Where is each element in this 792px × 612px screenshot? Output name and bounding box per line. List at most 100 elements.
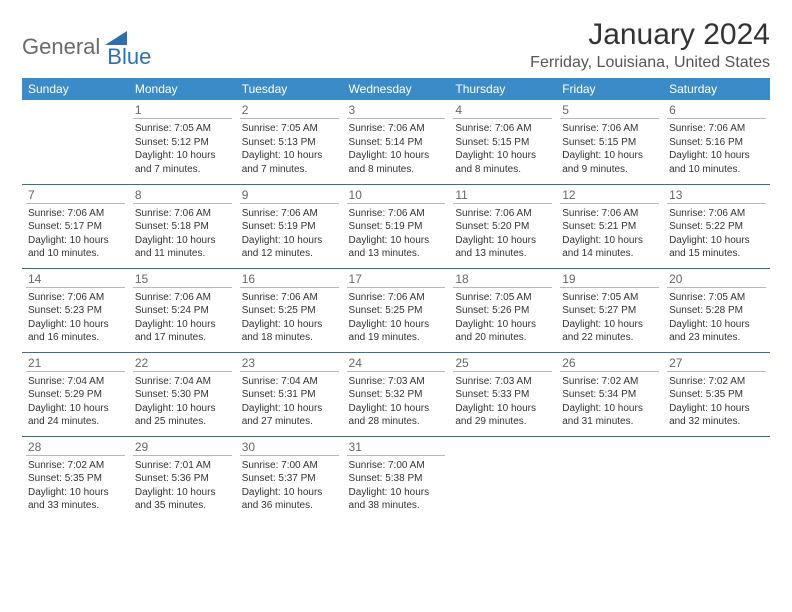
- day-info: Sunrise: 7:03 AMSunset: 5:33 PMDaylight:…: [453, 375, 552, 429]
- day-info: Sunrise: 7:06 AMSunset: 5:15 PMDaylight:…: [453, 122, 552, 176]
- day-number: 15: [133, 271, 232, 288]
- calendar-day-cell: 2 Sunrise: 7:05 AMSunset: 5:13 PMDaylight…: [236, 100, 343, 184]
- day-info: Sunrise: 7:06 AMSunset: 5:22 PMDaylight:…: [667, 207, 766, 261]
- weekday-header: Wednesday: [343, 78, 450, 100]
- day-number: 25: [453, 355, 552, 372]
- calendar-day-cell: 6 Sunrise: 7:06 AMSunset: 5:16 PMDaylight…: [663, 100, 770, 184]
- calendar-empty-cell: [449, 436, 556, 520]
- weekday-header: Saturday: [663, 78, 770, 100]
- day-info: Sunrise: 7:02 AMSunset: 5:34 PMDaylight:…: [560, 375, 659, 429]
- day-number: 6: [667, 102, 766, 119]
- day-number: 9: [240, 187, 339, 204]
- day-info: Sunrise: 7:06 AMSunset: 5:20 PMDaylight:…: [453, 207, 552, 261]
- weekday-header: Friday: [556, 78, 663, 100]
- day-number: 10: [347, 187, 446, 204]
- day-number: 16: [240, 271, 339, 288]
- day-number: 11: [453, 187, 552, 204]
- calendar-day-cell: 28Sunrise: 7:02 AMSunset: 5:35 PMDayligh…: [22, 436, 129, 520]
- logo: General Blue: [22, 18, 151, 70]
- day-number: 2: [240, 102, 339, 119]
- weekday-header: Tuesday: [236, 78, 343, 100]
- day-number: 14: [26, 271, 125, 288]
- day-info: Sunrise: 7:05 AMSunset: 5:13 PMDaylight:…: [240, 122, 339, 176]
- logo-text-blue: Blue: [107, 44, 151, 70]
- day-number: 22: [133, 355, 232, 372]
- location-text: Ferriday, Louisiana, United States: [530, 54, 770, 72]
- day-number: 24: [347, 355, 446, 372]
- day-info: Sunrise: 7:05 AMSunset: 5:26 PMDaylight:…: [453, 291, 552, 345]
- calendar-day-cell: 12Sunrise: 7:06 AMSunset: 5:21 PMDayligh…: [556, 184, 663, 268]
- calendar-day-cell: 25 Sunrise: 7:03 AMSunset: 5:33 PMDayligh…: [449, 352, 556, 436]
- weekday-header: Sunday: [22, 78, 129, 100]
- calendar-body: 1 Sunrise: 7:05 AMSunset: 5:12 PMDaylight…: [22, 100, 770, 520]
- calendar-day-cell: 9Sunrise: 7:06 AMSunset: 5:19 PMDaylight…: [236, 184, 343, 268]
- day-number: 27: [667, 355, 766, 372]
- calendar-day-cell: 23 Sunrise: 7:04 AMSunset: 5:31 PMDayligh…: [236, 352, 343, 436]
- day-info: Sunrise: 7:05 AMSunset: 5:12 PMDaylight:…: [133, 122, 232, 176]
- title-block: January 2024 Ferriday, Louisiana, United…: [530, 18, 770, 72]
- day-number: 21: [26, 355, 125, 372]
- day-info: Sunrise: 7:02 AMSunset: 5:35 PMDaylight:…: [667, 375, 766, 429]
- day-info: Sunrise: 7:06 AMSunset: 5:18 PMDaylight:…: [133, 207, 232, 261]
- calendar-day-cell: 3 Sunrise: 7:06 AMSunset: 5:14 PMDaylight…: [343, 100, 450, 184]
- calendar-day-cell: 24 Sunrise: 7:03 AMSunset: 5:32 PMDayligh…: [343, 352, 450, 436]
- calendar-week-row: 14 Sunrise: 7:06 AMSunset: 5:23 PMDayligh…: [22, 268, 770, 352]
- day-number: 12: [560, 187, 659, 204]
- calendar-page: General Blue January 2024 Ferriday, Loui…: [0, 0, 792, 520]
- day-info: Sunrise: 7:05 AMSunset: 5:28 PMDaylight:…: [667, 291, 766, 345]
- day-info: Sunrise: 7:06 AMSunset: 5:14 PMDaylight:…: [347, 122, 446, 176]
- day-info: Sunrise: 7:06 AMSunset: 5:17 PMDaylight:…: [26, 207, 125, 261]
- calendar-day-cell: 15 Sunrise: 7:06 AMSunset: 5:24 PMDayligh…: [129, 268, 236, 352]
- calendar-week-row: 1 Sunrise: 7:05 AMSunset: 5:12 PMDaylight…: [22, 100, 770, 184]
- day-number: 4: [453, 102, 552, 119]
- calendar-day-cell: 4 Sunrise: 7:06 AMSunset: 5:15 PMDaylight…: [449, 100, 556, 184]
- calendar-day-cell: 10Sunrise: 7:06 AMSunset: 5:19 PMDayligh…: [343, 184, 450, 268]
- weekday-header-row: SundayMondayTuesdayWednesdayThursdayFrid…: [22, 78, 770, 100]
- day-number: 20: [667, 271, 766, 288]
- day-number: 18: [453, 271, 552, 288]
- day-number: 26: [560, 355, 659, 372]
- header: General Blue January 2024 Ferriday, Loui…: [22, 18, 770, 72]
- calendar-day-cell: 27 Sunrise: 7:02 AMSunset: 5:35 PMDayligh…: [663, 352, 770, 436]
- day-info: Sunrise: 7:01 AMSunset: 5:36 PMDaylight:…: [133, 459, 232, 513]
- day-info: Sunrise: 7:06 AMSunset: 5:23 PMDaylight:…: [26, 291, 125, 345]
- calendar-day-cell: 13 Sunrise: 7:06 AMSunset: 5:22 PMDayligh…: [663, 184, 770, 268]
- calendar-day-cell: 22 Sunrise: 7:04 AMSunset: 5:30 PMDayligh…: [129, 352, 236, 436]
- calendar-day-cell: 30 Sunrise: 7:00 AMSunset: 5:37 PMDayligh…: [236, 436, 343, 520]
- calendar-day-cell: 29 Sunrise: 7:01 AMSunset: 5:36 PMDayligh…: [129, 436, 236, 520]
- day-number: 8: [133, 187, 232, 204]
- day-info: Sunrise: 7:02 AMSunset: 5:35 PMDaylight:…: [26, 459, 125, 513]
- day-info: Sunrise: 7:00 AMSunset: 5:37 PMDaylight:…: [240, 459, 339, 513]
- day-number: 1: [133, 102, 232, 119]
- logo-text-general: General: [22, 34, 100, 60]
- day-number: 23: [240, 355, 339, 372]
- day-number: 7: [26, 187, 125, 204]
- day-number: 30: [240, 439, 339, 456]
- calendar-empty-cell: [22, 100, 129, 184]
- day-info: Sunrise: 7:04 AMSunset: 5:31 PMDaylight:…: [240, 375, 339, 429]
- calendar-day-cell: 8 Sunrise: 7:06 AMSunset: 5:18 PMDaylight…: [129, 184, 236, 268]
- day-number: 31: [347, 439, 446, 456]
- day-info: Sunrise: 7:06 AMSunset: 5:24 PMDaylight:…: [133, 291, 232, 345]
- calendar-table: SundayMondayTuesdayWednesdayThursdayFrid…: [22, 78, 770, 520]
- day-info: Sunrise: 7:04 AMSunset: 5:29 PMDaylight:…: [26, 375, 125, 429]
- day-number: 3: [347, 102, 446, 119]
- day-number: 29: [133, 439, 232, 456]
- day-info: Sunrise: 7:04 AMSunset: 5:30 PMDaylight:…: [133, 375, 232, 429]
- page-title: January 2024: [530, 18, 770, 52]
- calendar-day-cell: 17Sunrise: 7:06 AMSunset: 5:25 PMDayligh…: [343, 268, 450, 352]
- weekday-header: Monday: [129, 78, 236, 100]
- calendar-day-cell: 14 Sunrise: 7:06 AMSunset: 5:23 PMDayligh…: [22, 268, 129, 352]
- day-info: Sunrise: 7:06 AMSunset: 5:15 PMDaylight:…: [560, 122, 659, 176]
- calendar-day-cell: 16Sunrise: 7:06 AMSunset: 5:25 PMDayligh…: [236, 268, 343, 352]
- calendar-day-cell: 26 Sunrise: 7:02 AMSunset: 5:34 PMDayligh…: [556, 352, 663, 436]
- day-info: Sunrise: 7:06 AMSunset: 5:16 PMDaylight:…: [667, 122, 766, 176]
- day-info: Sunrise: 7:03 AMSunset: 5:32 PMDaylight:…: [347, 375, 446, 429]
- day-number: 13: [667, 187, 766, 204]
- calendar-day-cell: 19Sunrise: 7:05 AMSunset: 5:27 PMDayligh…: [556, 268, 663, 352]
- calendar-empty-cell: [663, 436, 770, 520]
- calendar-day-cell: 7 Sunrise: 7:06 AMSunset: 5:17 PMDaylight…: [22, 184, 129, 268]
- day-number: 17: [347, 271, 446, 288]
- calendar-empty-cell: [556, 436, 663, 520]
- calendar-day-cell: 18 Sunrise: 7:05 AMSunset: 5:26 PMDayligh…: [449, 268, 556, 352]
